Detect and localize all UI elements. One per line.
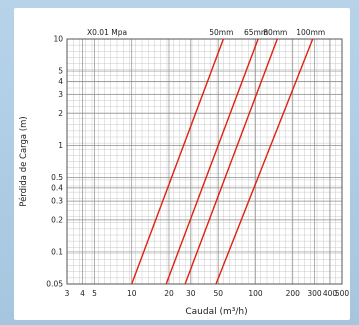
x-tick-label: 3 xyxy=(65,289,70,298)
series-label-65mm: 65mm xyxy=(244,28,268,37)
series-line-80mm xyxy=(184,38,278,285)
x-tick-label: 4 xyxy=(80,289,85,298)
series-line-65mm xyxy=(165,38,259,285)
y-tick-label: 0.5 xyxy=(51,173,63,182)
x-axis-label: Caudal (m³/h) xyxy=(185,307,247,317)
series-line-100mm xyxy=(215,38,314,285)
series-line-50mm xyxy=(131,38,225,285)
y-tick-label: 0.05 xyxy=(46,280,63,289)
series-label-80mm: 80mm xyxy=(263,28,287,37)
y-tick-label: 0.1 xyxy=(51,247,63,256)
axes: 3 4 5 10 20 30 50 100 200 300 4005000.050.10.20.30… xyxy=(46,35,349,299)
series-label-100mm: 100mm xyxy=(296,28,325,37)
y-tick-label: 0.3 xyxy=(51,197,63,206)
x-tick-label: 200 xyxy=(286,289,301,298)
y-axis-label: Pérdida de Carga (m) xyxy=(18,116,29,207)
x-tick-label: 300 xyxy=(307,289,322,298)
x-tick-label: 30 xyxy=(186,289,196,298)
y-tick-label: 0.4 xyxy=(51,183,63,192)
chart-panel: 50mm 65mm 80mm 100mm 3 4 5 10 20 30 50 100 200 300 40… xyxy=(14,8,350,320)
x-tick-label: 20 xyxy=(164,289,174,298)
series-label-50mm: 50mm xyxy=(209,28,233,37)
x-tick-label: 50 xyxy=(213,289,223,298)
x-tick-label: 100 xyxy=(248,289,263,298)
grid xyxy=(66,38,343,285)
x-tick-label: 400 xyxy=(323,289,338,298)
y-tick-label: 10 xyxy=(53,35,63,44)
y-tick-label: 3 xyxy=(58,90,63,99)
y-tick-label: 0.2 xyxy=(51,215,63,224)
y-tick-label: 5 xyxy=(58,67,63,76)
y-tick-label: 1 xyxy=(58,141,63,150)
x-tick-label: 5 xyxy=(92,289,97,298)
y-tick-label: 2 xyxy=(58,109,63,118)
plot-border xyxy=(66,38,343,285)
x-tick-label: 500 xyxy=(335,289,350,298)
unit-note: X0.01 Mpa xyxy=(87,28,127,37)
y-tick-label: 4 xyxy=(58,77,63,86)
x-tick-label: 10 xyxy=(127,289,137,298)
